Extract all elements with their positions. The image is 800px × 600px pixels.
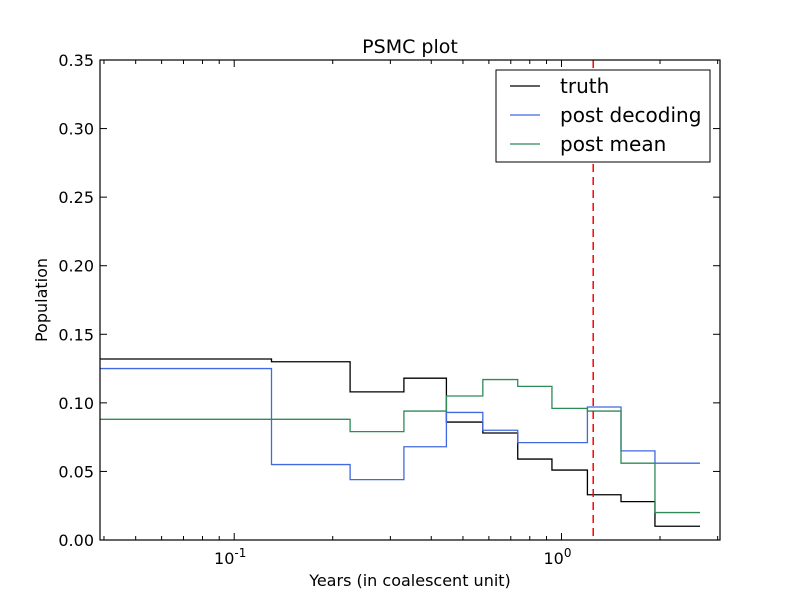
- y-tick-label: 0.05: [58, 462, 94, 481]
- legend-label-post-decoding: post decoding: [560, 103, 701, 127]
- series-line-post-mean: [100, 378, 701, 514]
- y-tick-label: 0.25: [58, 188, 94, 207]
- x-tick-exponent: -1: [234, 546, 246, 560]
- plot-frame: [99, 59, 721, 541]
- y-axis-ticks: 0.00 0.05 0.10 0.15 0.20 0.25 0.30 0.35: [58, 51, 720, 550]
- series-line-truth: [100, 358, 701, 527]
- legend-label-post-mean: post mean: [560, 132, 666, 156]
- y-tick-label: 0.20: [58, 257, 94, 276]
- y-tick-label: 0.30: [58, 120, 94, 139]
- x-tick-exponent: 0: [564, 546, 572, 560]
- legend-box: [495, 69, 711, 163]
- y-axis-label: Population: [32, 258, 51, 342]
- x-axis-label: Years (in coalescent unit): [308, 571, 511, 590]
- y-tick-label: 0.00: [58, 531, 94, 550]
- y-tick-label: 0.15: [58, 325, 94, 344]
- series-layer: [100, 358, 701, 527]
- chart-title: PSMC plot: [362, 36, 458, 58]
- y-tick-label: 0.10: [58, 394, 94, 413]
- legend-label-truth: truth: [560, 74, 609, 98]
- legend: truth post decoding post mean: [495, 69, 711, 163]
- y-tick-label: 0.35: [58, 51, 94, 70]
